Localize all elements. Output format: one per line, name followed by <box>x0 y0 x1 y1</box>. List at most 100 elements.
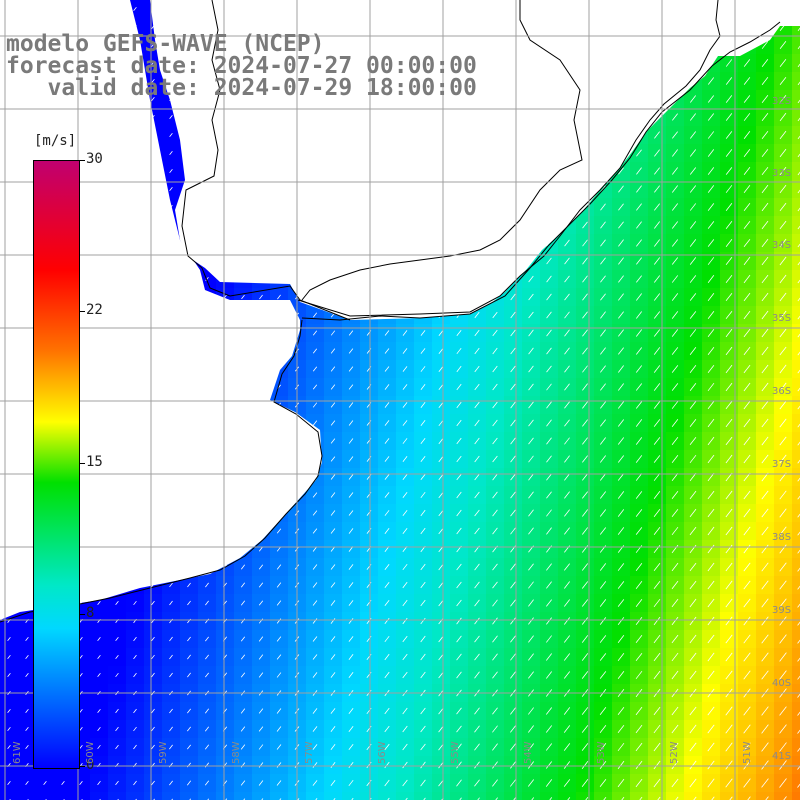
wind-arrow <box>205 654 209 660</box>
wind-arrow <box>636 167 642 175</box>
wind-arrow <box>671 652 679 662</box>
wind-arrow <box>115 654 119 660</box>
wind-arrow <box>671 526 679 536</box>
wind-arrow <box>402 384 408 390</box>
wind-arrow <box>474 779 480 787</box>
wind-arrow <box>761 652 769 662</box>
wind-arrow <box>743 670 751 680</box>
wind-arrow <box>725 418 733 428</box>
wind-arrow <box>276 708 282 714</box>
wind-arrow <box>761 202 769 212</box>
wind-arrow <box>312 618 318 624</box>
wind-arrow <box>420 599 426 607</box>
wind-cell <box>792 342 800 360</box>
wind-arrow <box>636 275 642 283</box>
wind-arrow <box>510 401 516 409</box>
wind-arrow <box>653 239 661 247</box>
wind-arrow <box>492 311 498 319</box>
wind-arrow <box>384 330 390 336</box>
wind-arrow <box>707 185 715 193</box>
wind-arrow <box>492 419 498 427</box>
wind-arrow <box>725 77 733 85</box>
wind-arrow <box>707 490 715 500</box>
wind-arrow <box>797 693 800 698</box>
wind-arrow <box>653 580 661 590</box>
wind-arrow <box>725 508 733 518</box>
wind-arrow <box>581 653 589 661</box>
wind-arrow <box>510 725 516 733</box>
wind-arrow <box>581 725 589 733</box>
wind-arrow <box>7 744 11 750</box>
wind-arrow <box>779 148 787 158</box>
wind-arrow <box>761 130 769 140</box>
wind-arrow <box>653 616 661 626</box>
wind-arrow <box>761 77 769 85</box>
wind-arrow <box>169 132 173 138</box>
wind-arrow <box>617 437 625 445</box>
wind-arrow <box>671 167 679 175</box>
wind-arrow <box>492 527 498 535</box>
wind-arrow <box>312 528 318 534</box>
wind-arrow <box>743 220 751 230</box>
wind-arrow <box>797 441 800 446</box>
wind-arrow <box>761 526 769 536</box>
wind-arrow <box>671 437 679 445</box>
wind-arrow <box>348 743 354 751</box>
wind-arrow <box>743 544 751 554</box>
wind-arrow <box>600 293 606 301</box>
wind-arrow <box>563 725 571 733</box>
wind-cell <box>792 198 800 216</box>
wind-arrow <box>761 724 769 734</box>
wind-arrow <box>725 580 733 590</box>
wind-arrow <box>779 274 787 284</box>
lat-label: 40S <box>772 678 792 689</box>
wind-arrow <box>187 654 191 660</box>
wind-arrow <box>258 744 264 750</box>
wind-arrow <box>258 582 264 588</box>
wind-cell <box>144 792 162 804</box>
wind-arrow <box>707 418 715 428</box>
wind-arrow <box>761 238 769 248</box>
wind-arrow <box>169 708 173 714</box>
wind-arrow <box>384 438 390 444</box>
wind-arrow <box>671 778 679 788</box>
wind-arrow <box>79 726 83 732</box>
wind-arrow <box>258 636 264 642</box>
wind-arrow <box>133 672 137 678</box>
wind-arrow <box>761 382 769 392</box>
wind-arrow <box>653 652 661 662</box>
wind-arrow <box>582 293 588 301</box>
wind-arrow <box>474 527 480 535</box>
wind-arrow <box>492 401 498 409</box>
wind-arrow <box>276 726 282 732</box>
wind-arrow <box>761 113 769 121</box>
wind-arrow <box>528 707 534 715</box>
wind-arrow <box>635 760 643 770</box>
wind-cell <box>792 432 800 450</box>
wind-arrow <box>456 509 462 517</box>
wind-arrow <box>600 311 606 319</box>
wind-arrow <box>545 725 553 733</box>
wind-cell <box>792 612 800 630</box>
wind-arrow <box>564 365 570 373</box>
wind-arrow <box>563 761 571 769</box>
wind-arrow <box>169 150 173 156</box>
wind-arrow <box>312 726 318 732</box>
wind-arrow <box>384 510 390 516</box>
wind-arrow <box>635 724 643 734</box>
wind-arrow <box>204 708 210 714</box>
wind-arrow <box>707 652 715 662</box>
wind-arrow <box>420 473 426 481</box>
wind-arrow <box>115 726 119 732</box>
wind-arrow <box>779 94 787 104</box>
wind-arrow <box>133 708 137 714</box>
wind-arrow <box>330 564 336 570</box>
lon-label: 57W <box>304 741 315 764</box>
wind-arrow <box>797 549 800 554</box>
wind-arrow <box>312 762 318 768</box>
wind-arrow <box>600 239 606 247</box>
wind-arrow <box>259 294 263 300</box>
wind-cell <box>792 306 800 324</box>
wind-arrow <box>456 779 462 787</box>
wind-arrow <box>133 6 137 12</box>
